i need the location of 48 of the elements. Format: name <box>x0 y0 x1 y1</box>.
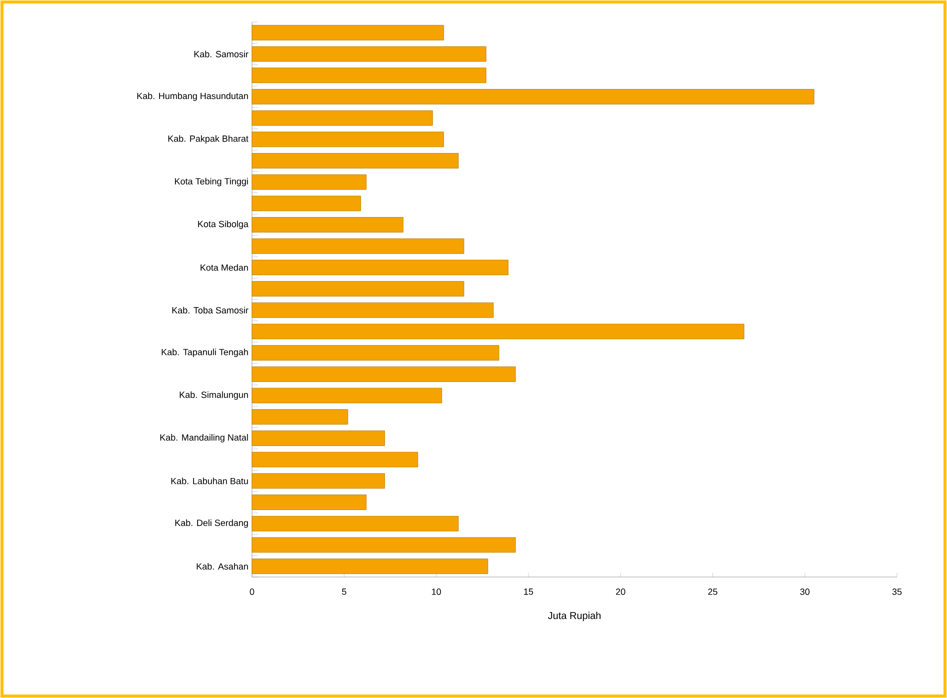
x-tick-label: 10 <box>432 588 441 595</box>
x-tick-label: 25 <box>708 588 718 595</box>
y-tick-label: Kab. Labuhan Batu <box>171 478 248 484</box>
bar <box>252 260 508 276</box>
y-tick-label: Kab. Asahan <box>196 563 248 570</box>
x-tick-label: 30 <box>800 588 810 595</box>
bar <box>252 302 494 318</box>
y-tick-label: Kab. Deli Serdang <box>175 519 248 528</box>
x-tick-label: 35 <box>892 588 902 595</box>
y-tick-label: Kota Sibolga <box>198 220 248 229</box>
bar <box>252 537 516 553</box>
y-tick-label: Kab. Toba Samosir <box>172 306 248 314</box>
bar <box>252 217 404 232</box>
x-tick-label: 5 <box>342 588 346 595</box>
x-tick-label: 0 <box>250 588 254 595</box>
bar <box>252 516 459 532</box>
bar <box>252 345 500 361</box>
x-tick-label: 15 <box>524 588 534 595</box>
bar <box>252 409 348 425</box>
bar <box>252 153 459 168</box>
y-tick-label: Kab. Mandailing Natal <box>160 434 248 442</box>
bar <box>252 110 433 126</box>
bar <box>252 174 366 190</box>
bar <box>252 281 464 296</box>
bar <box>252 366 516 382</box>
bar <box>252 388 442 404</box>
y-tick-label: Kab. Tapanuli Tengah <box>162 348 248 358</box>
bar <box>252 324 744 340</box>
bar <box>252 132 444 148</box>
y-tick-label: Kab. Simalungun <box>180 391 248 400</box>
x-tick-label: 20 <box>616 588 626 595</box>
y-tick-label: Kab. Humbang Hasundutan <box>137 92 248 101</box>
bar <box>252 24 444 40</box>
y-tick-label: Kota Tebing Tinggi <box>174 178 248 186</box>
y-tick-label: Kota Medan <box>200 264 248 271</box>
bar <box>252 238 464 254</box>
bar <box>252 89 814 104</box>
x-axis-title: Juta Rupiah <box>548 612 601 622</box>
bar <box>252 558 488 574</box>
bar <box>252 452 418 468</box>
bar <box>252 473 385 489</box>
y-tick-label: Kab. Pakpak Bharat <box>168 135 248 144</box>
bar <box>252 494 366 510</box>
bar <box>252 46 486 62</box>
bar <box>252 196 361 212</box>
y-tick-label: Kab. Samosir <box>194 50 248 58</box>
bar <box>252 68 486 84</box>
bar <box>252 430 385 446</box>
